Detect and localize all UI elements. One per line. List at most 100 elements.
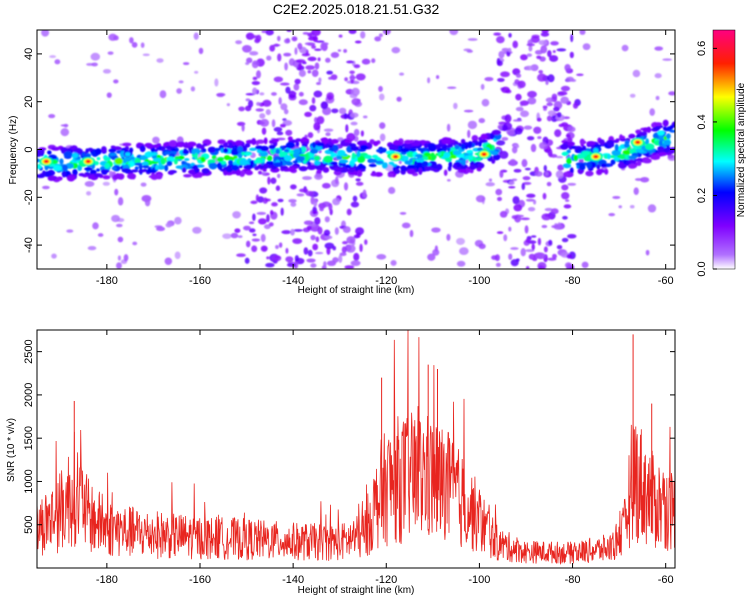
- heatmap-cell: [520, 217, 530, 221]
- heatmap-cell: [318, 77, 322, 83]
- heatmap-cell: [530, 143, 537, 153]
- heatmap-cell: [501, 124, 508, 132]
- heatmap-cell: [168, 140, 178, 147]
- heatmap-cell: [142, 53, 150, 57]
- heatmap-cell: [269, 210, 274, 216]
- heatmap-cell: [266, 214, 270, 223]
- heatmap-cell: [226, 103, 231, 107]
- heatmap-cell: [557, 91, 568, 96]
- heatmap-cell: [262, 163, 269, 170]
- heatmap-cell: [460, 169, 467, 173]
- heatmap-cell: [142, 164, 150, 169]
- heatmap-cell: [615, 138, 620, 142]
- heatmap-cell: [608, 212, 616, 217]
- heatmap-cell: [177, 142, 182, 146]
- heatmap-cell: [129, 156, 135, 160]
- heatmap-cell: [245, 92, 256, 96]
- heatmap-cell: [507, 47, 512, 53]
- heatmap-cell: [167, 170, 174, 175]
- heatmap-cell: [522, 181, 532, 185]
- x-tick-label: -80: [565, 574, 581, 586]
- heatmap-cell: [305, 65, 315, 70]
- heatmap-cell: [452, 164, 458, 169]
- heatmap-cell: [256, 165, 264, 169]
- heatmap-cell: [338, 254, 343, 264]
- heatmap-cell: [299, 188, 309, 193]
- heatmap-cell: [526, 136, 535, 141]
- heatmap-cell: [230, 148, 239, 156]
- heatmap-cell: [307, 56, 317, 62]
- heatmap-cell: [658, 147, 667, 154]
- heatmap-cell: [84, 180, 95, 187]
- heatmap-cell: [291, 36, 298, 42]
- heatmap-cell: [556, 112, 562, 118]
- heatmap-cell: [597, 168, 602, 174]
- y-tick-label: 2500: [23, 339, 35, 363]
- heatmap-cell: [277, 53, 282, 62]
- heatmap-cell: [556, 48, 567, 52]
- heatmap-cell: [485, 182, 495, 187]
- heatmap-cell: [629, 93, 636, 98]
- spectrogram-x-label: Height of straight line (km): [298, 285, 415, 296]
- heatmap-cell: [42, 185, 50, 190]
- heatmap-cell: [298, 69, 306, 77]
- heatmap-cell: [561, 192, 570, 200]
- heatmap-cell: [464, 155, 470, 160]
- heatmap-cell: [343, 182, 349, 191]
- heatmap-cell: [469, 164, 477, 170]
- heatmap-cell: [323, 229, 331, 237]
- heatmap-cell: [317, 226, 323, 235]
- heatmap-cell: [650, 155, 660, 161]
- heatmap-cell: [515, 73, 522, 78]
- heatmap-cell: [241, 123, 245, 132]
- heatmap-cell: [362, 189, 367, 198]
- heatmap-cell: [78, 173, 85, 177]
- heatmap-cell: [336, 149, 346, 157]
- heatmap-cell: [364, 154, 372, 160]
- heatmap-cell: [417, 147, 424, 152]
- heatmap-cell: [269, 145, 276, 150]
- heatmap-cell: [527, 90, 537, 98]
- heatmap-cell: [37, 164, 42, 169]
- heatmap-cell: [251, 238, 261, 242]
- heatmap-cell: [560, 96, 569, 104]
- heatmap-cell: [350, 201, 360, 208]
- heatmap-cell: [173, 158, 178, 165]
- heatmap-cell: [376, 254, 387, 260]
- heatmap-cell: [355, 181, 364, 186]
- heatmap-cell: [295, 138, 302, 142]
- heatmap-cell: [576, 73, 584, 77]
- heatmap-cell: [538, 70, 544, 74]
- heatmap-cell: [359, 243, 363, 253]
- spectrogram-y-label: Frequency (Hz): [8, 116, 19, 185]
- heatmap-cell: [267, 176, 271, 185]
- heatmap-cell: [341, 246, 347, 254]
- heatmap-cell: [413, 160, 418, 167]
- heatmap-cell: [306, 164, 317, 171]
- heatmap-cell: [249, 147, 257, 152]
- heatmap-cell: [528, 45, 533, 52]
- heatmap-cell: [284, 62, 288, 71]
- heatmap-cell: [497, 77, 505, 82]
- heatmap-cell: [547, 50, 552, 58]
- heatmap-cell: [556, 245, 563, 250]
- heatmap-cell: [303, 153, 309, 157]
- heatmap-cell: [270, 177, 277, 184]
- heatmap-cell: [508, 253, 513, 260]
- heatmap-cell: [378, 93, 385, 101]
- heatmap-cell: [640, 176, 650, 183]
- heatmap-cell: [307, 132, 314, 139]
- heatmap-peak-core: [481, 152, 487, 157]
- heatmap-cell: [295, 141, 300, 147]
- heatmap-cell: [297, 42, 303, 50]
- heatmap-cell: [517, 80, 526, 89]
- heatmap-cell: [342, 241, 348, 245]
- heatmap-cell: [408, 147, 417, 153]
- heatmap-cell: [207, 159, 217, 164]
- heatmap-cell: [255, 194, 259, 202]
- heatmap-cell: [316, 169, 322, 174]
- heatmap-cell: [292, 160, 298, 164]
- heatmap-cell: [375, 160, 384, 165]
- heatmap-cell: [399, 72, 405, 76]
- heatmap-cell: [515, 93, 522, 101]
